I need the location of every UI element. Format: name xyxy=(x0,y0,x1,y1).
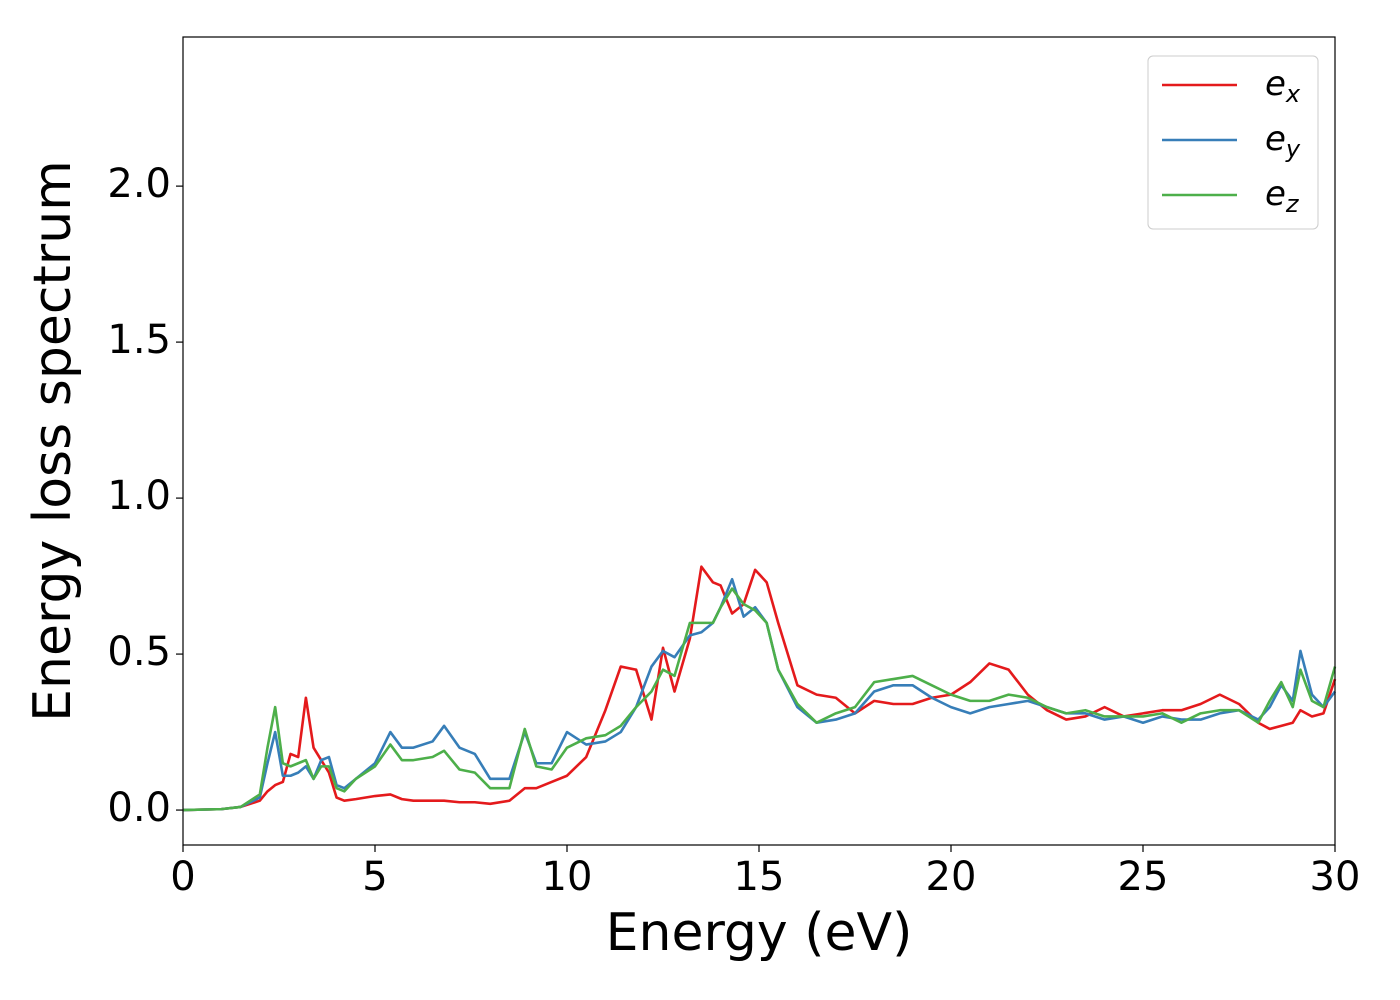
x-tick-label: 30 xyxy=(1310,854,1361,900)
line-series xyxy=(182,587,1337,812)
y-tick-label: 0.0 xyxy=(107,785,171,831)
x-tick-label: 10 xyxy=(542,854,593,900)
x-tick-label: 15 xyxy=(734,854,785,900)
legend-label: ey xyxy=(1265,119,1301,164)
y-tick-label: 1.5 xyxy=(107,317,171,363)
legend-label: ez xyxy=(1265,174,1300,219)
y-tick-label: 2.0 xyxy=(107,161,171,207)
y-axis-label: Energy loss spectrum xyxy=(23,160,83,722)
y-tick-label: 0.5 xyxy=(107,629,171,675)
x-tick-label: 5 xyxy=(362,854,387,900)
x-tick-label: 20 xyxy=(926,854,977,900)
legend: ex ey ez xyxy=(1147,55,1319,230)
x-tick-label: 0 xyxy=(170,854,195,900)
x-tick-label: 25 xyxy=(1118,854,1169,900)
line-series xyxy=(182,565,1337,812)
legend-box xyxy=(1147,55,1319,230)
plot-frame xyxy=(182,36,1336,846)
legend-label: ex xyxy=(1265,64,1301,109)
line-series xyxy=(182,577,1337,812)
y-tick-label: 1.0 xyxy=(107,473,171,519)
x-axis-label: Energy (eV) xyxy=(606,903,913,963)
